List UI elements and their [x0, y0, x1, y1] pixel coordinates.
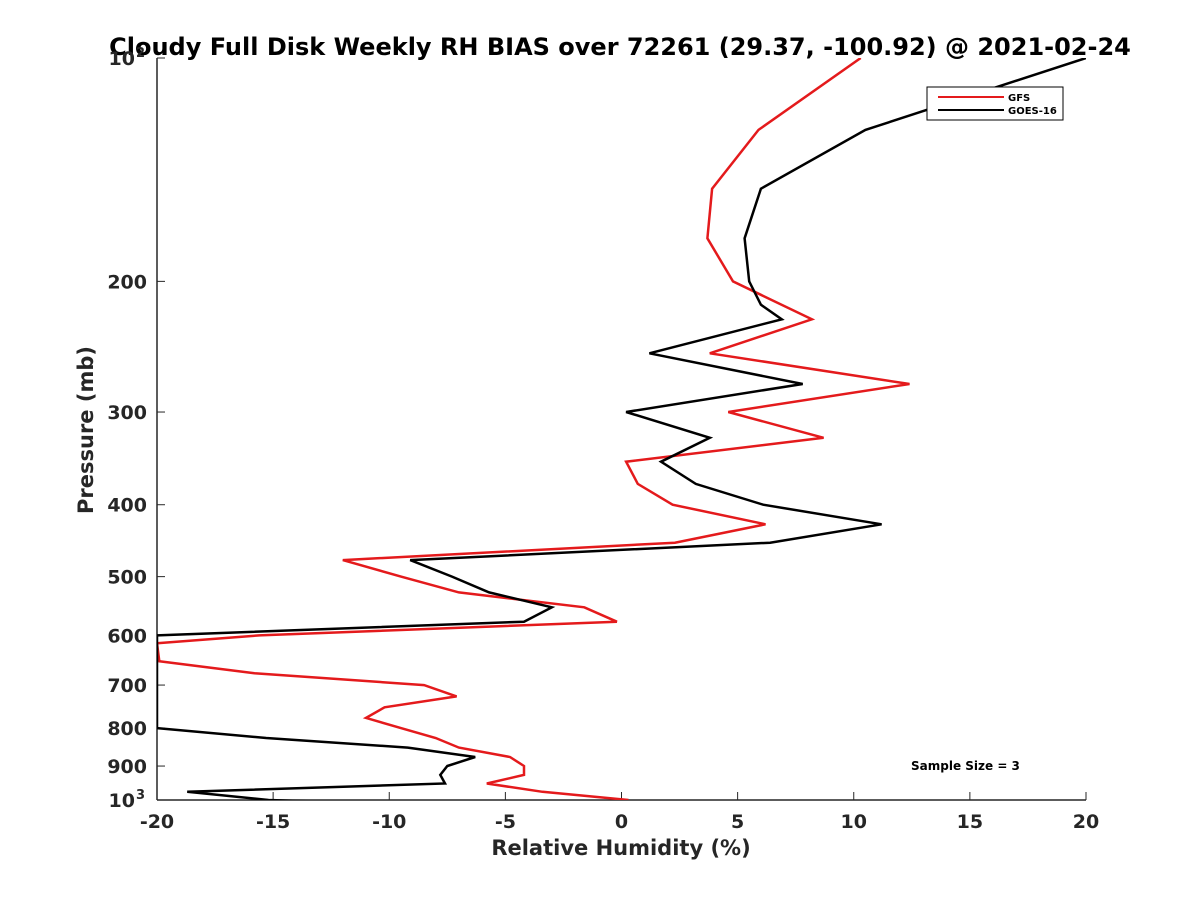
x-tick-label: 5: [731, 811, 744, 833]
x-tick-label: 10: [841, 811, 867, 833]
y-tick-label: 600: [107, 625, 147, 647]
legend: GFS GOES-16: [926, 86, 1064, 121]
chart-title: Cloudy Full Disk Weekly RH BIAS over 722…: [109, 33, 1131, 61]
y-tick-label: 300: [107, 402, 147, 424]
sample-size-annotation: Sample Size = 3: [911, 759, 1020, 773]
y-tick-exponent: 2: [136, 46, 145, 61]
x-tick-label: -15: [256, 811, 290, 833]
series-layer: [157, 58, 1086, 800]
x-axis-label: Relative Humidity (%): [491, 836, 750, 860]
plot-axes: [156, 58, 1086, 801]
y-tick-exponent: 3: [136, 788, 145, 803]
y-tick-label: 10: [109, 48, 135, 70]
series-line-gfs: [157, 58, 910, 800]
y-tick-label: 800: [107, 718, 147, 740]
y-tick-label: 700: [107, 675, 147, 697]
x-tick-label: 15: [957, 811, 983, 833]
series-line-goes-16: [157, 58, 1086, 800]
y-tick-label: 10: [109, 790, 135, 812]
x-tick-label: -10: [372, 811, 406, 833]
y-axis-label: Pressure (mb): [74, 346, 98, 514]
legend-box: [926, 86, 1064, 121]
y-tick-label: 400: [107, 495, 147, 517]
legend-label-gfs: GFS: [1008, 93, 1030, 104]
x-ticks: -20 -15 -10 -5 0 5 10 15 20: [140, 792, 1099, 833]
x-tick-label: 20: [1073, 811, 1099, 833]
y-tick-label: 200: [107, 271, 147, 293]
y-tick-label: 900: [107, 756, 147, 778]
y-tick-label: 500: [107, 567, 147, 589]
legend-label-goes16: GOES-16: [1008, 106, 1057, 117]
x-tick-label: 0: [615, 811, 628, 833]
x-tick-label: -20: [140, 811, 174, 833]
x-tick-label: -5: [495, 811, 516, 833]
